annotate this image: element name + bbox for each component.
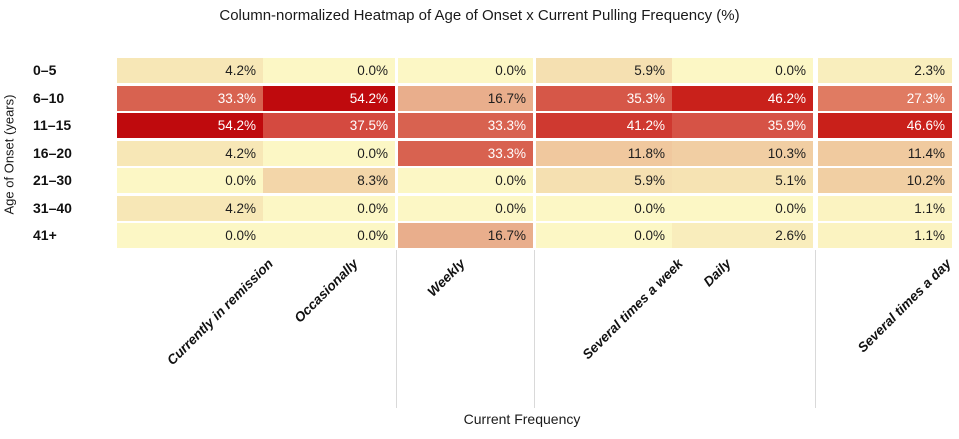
heatmap-cell: 10.2% [818,168,952,193]
heatmap-cell: 46.2% [672,85,813,111]
heatmap-cell: 0.0% [536,223,672,248]
column-separator-gridline [396,250,397,408]
heatmap-cell: 0.0% [117,168,263,193]
heatmap-cell: 33.3% [117,85,263,111]
heatmap-cell: 0.0% [263,58,395,83]
y-tick-label: 16–20 [33,144,72,161]
heatmap-cell: 0.0% [398,58,533,83]
heatmap-cell: 2.3% [818,58,952,83]
column-separator-gridline [534,250,535,408]
x-tick-label-occasionally: Occasionally [291,256,361,326]
heatmap-cell: 0.0% [398,195,533,221]
heatmap-cell: 41.2% [536,113,672,138]
y-tick-label: 41+ [33,227,57,243]
heatmap-cell: 0.0% [672,58,813,83]
heatmap-cell: 0.0% [536,195,672,221]
heatmap-cell: 5.9% [536,58,672,83]
heatmap-cell: 0.0% [263,223,395,248]
heatmap-cell: 0.0% [263,140,395,166]
x-tick-label-daily: Daily [700,256,734,290]
heatmap-cell: 33.3% [398,140,533,166]
heatmap-cell: 4.2% [117,58,263,83]
x-axis-title: Current Frequency [463,411,581,427]
y-axis-title: Age of Onset (years) [1,94,17,215]
heatmap-cell: 37.5% [263,113,395,138]
heatmap-cell: 27.3% [818,85,952,111]
heatmap-cell: 4.2% [117,195,263,221]
heatmap-cell: 11.4% [818,140,952,166]
heatmap-cell: 46.6% [818,113,952,138]
x-tick-label-several-times-a-day: Several times a day [854,256,954,356]
heatmap-cell: 0.0% [398,168,533,193]
y-tick-label: 21–30 [33,172,72,188]
heatmap-cell: 4.2% [117,140,263,166]
heatmap-cell: 1.1% [818,223,952,248]
x-tick-label-several-times-a-week: Several times a week [579,256,686,363]
heatmap-cell: 35.3% [536,85,672,111]
heatmap-cell: 35.9% [672,113,813,138]
heatmap-cell: 8.3% [263,168,395,193]
heatmap-cell: 54.2% [263,85,395,111]
heatmap-cell: 11.8% [536,140,672,166]
heatmap-cell: 5.9% [536,168,672,193]
heatmap-cell: 16.7% [398,85,533,111]
heatmap-cell: 33.3% [398,113,533,138]
heatmap-cell: 5.1% [672,168,813,193]
heatmap-cell: 54.2% [117,113,263,138]
heatmap-cell: 16.7% [398,223,533,248]
y-tick-label: 11–15 [33,117,72,133]
x-tick-label-currently-in-remission: Currently in remission [163,256,276,368]
x-tick-label-weekly: Weekly [424,256,468,300]
heatmap-cell: 0.0% [672,195,813,221]
heatmap-cell: 0.0% [117,223,263,248]
y-tick-label: 0–5 [33,62,57,78]
heatmap-cell: 2.6% [672,223,813,248]
chart-title: Column-normalized Heatmap of Age of Onse… [219,7,740,24]
y-tick-label: 31–40 [33,199,72,216]
y-tick-label: 6–10 [33,89,65,106]
column-separator-gridline [815,250,816,408]
heatmap-cell: 0.0% [263,195,395,221]
heatmap-cell: 1.1% [818,195,952,221]
heatmap-cell: 10.3% [672,140,813,166]
